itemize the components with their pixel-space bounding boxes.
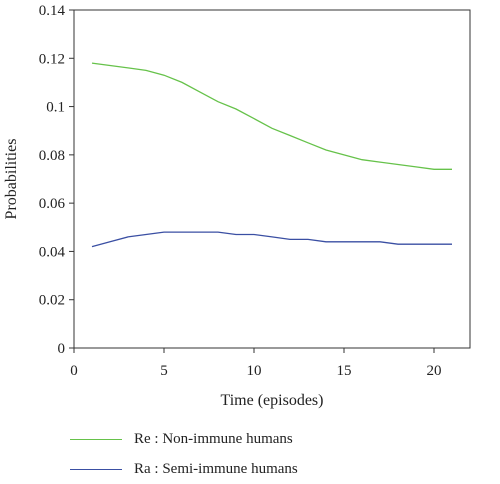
- x-tick-label: 0: [70, 363, 78, 379]
- y-tick-label: 0.1: [46, 100, 65, 116]
- y-axis-title: Probabilities: [3, 139, 20, 220]
- plot-area: [73, 9, 471, 349]
- y-tick-label: 0.04: [39, 244, 66, 260]
- x-tick-label: 10: [247, 363, 262, 379]
- legend-label-semi-immune: Ra : Semi-immune humans: [134, 460, 298, 477]
- legend-swatch-non-immune: [70, 438, 122, 440]
- series-line-semi-immune: [91, 231, 452, 248]
- x-tick-label: 5: [160, 363, 168, 379]
- legend-swatch-semi-immune: [70, 468, 122, 470]
- x-tick-label: 15: [337, 363, 352, 379]
- y-tick-label: 0.08: [39, 148, 65, 164]
- legend-label-non-immune: Re : Non-immune humans: [134, 430, 293, 447]
- y-tick-label: 0.12: [39, 51, 65, 67]
- x-tick-label: 20: [427, 363, 442, 379]
- y-tick-label: 0: [58, 341, 66, 357]
- y-tick-label: 0.14: [39, 3, 66, 19]
- legend: Re : Non-immune humans Ra : Semi-immune …: [70, 424, 298, 484]
- y-axis: 0 0.02 0.04 0.06 0.08 0.1 0.12 0.14: [39, 3, 74, 357]
- line-chart: 0 0.02 0.04 0.06 0.08 0.1 0.12 0.14 0 5 10 15 20 Ti…: [3, 3, 471, 409]
- y-tick-label: 0.02: [39, 293, 65, 309]
- legend-item-non-immune: Re : Non-immune humans: [70, 424, 298, 454]
- x-axis-title: Time (episodes): [221, 392, 324, 409]
- plot-border: [73, 9, 471, 349]
- x-axis: 0 5 10 15 20: [70, 348, 442, 379]
- y-tick-label: 0.06: [39, 196, 66, 212]
- series-line-non-immune: [91, 62, 452, 170]
- series-lines: [91, 62, 452, 248]
- legend-item-semi-immune: Ra : Semi-immune humans: [70, 454, 298, 484]
